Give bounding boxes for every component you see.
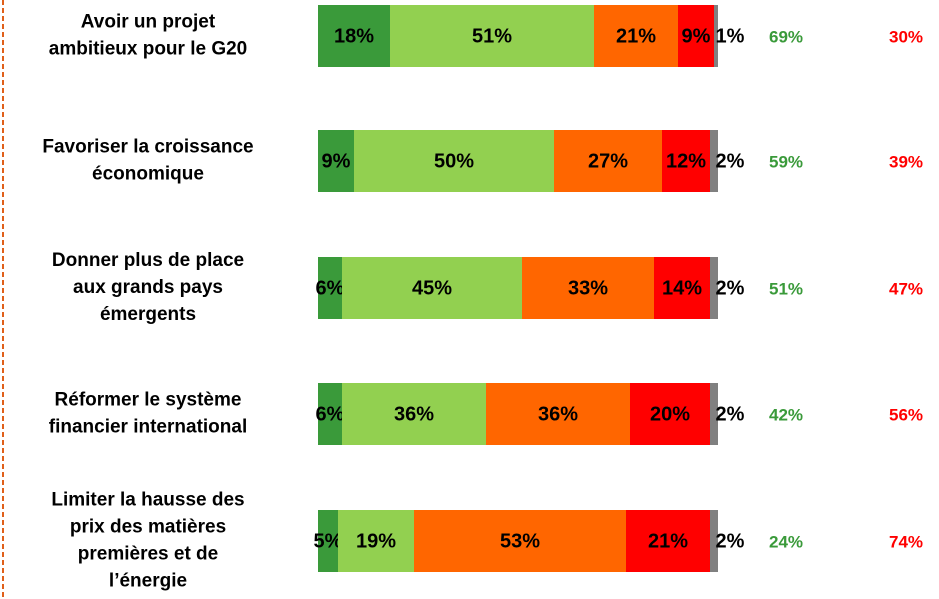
bar-segment [338,510,414,572]
total-label: 47% [889,279,923,298]
value-label: 19% [356,530,396,552]
total-label: 74% [889,532,923,551]
bar-segment [486,383,630,445]
value-label: 36% [538,403,578,425]
bar-segment [318,510,338,572]
value-label: 2% [716,403,745,425]
bar-segment [522,257,654,319]
bar-segment [626,510,710,572]
bar-segment [710,510,718,572]
value-label: 36% [394,403,434,425]
value-label: 50% [434,150,474,172]
bar-segment [318,130,354,192]
total-label: 59% [769,152,803,171]
value-label: 1% [716,25,745,47]
value-label: 12% [666,150,706,172]
value-label: 5% [314,530,343,552]
value-label: 21% [648,530,688,552]
value-label: 53% [500,530,540,552]
value-label: 2% [716,150,745,172]
value-label: 6% [316,277,345,299]
value-label: 21% [616,25,656,47]
bar-segment [678,5,714,67]
bar-segment [710,130,718,192]
value-label: 6% [316,403,345,425]
value-label: 33% [568,277,608,299]
value-label: 51% [472,25,512,47]
value-label: 18% [334,25,374,47]
bar-segment [710,383,718,445]
total-label: 24% [769,532,803,551]
value-label: 2% [716,530,745,552]
total-label: 51% [769,279,803,298]
value-label: 14% [662,277,702,299]
total-label: 56% [889,405,923,424]
bar-segment [630,383,710,445]
value-label: 27% [588,150,628,172]
bar-segment [342,383,486,445]
category-label: Réformer le système financier internation… [49,390,247,438]
bar-segment [318,257,342,319]
value-label: 9% [322,150,351,172]
total-label: 69% [769,27,803,46]
value-label: 9% [682,25,711,47]
total-label: 30% [889,27,923,46]
bar-segment [342,257,522,319]
bar-segment [654,257,710,319]
bar-segment [390,5,594,67]
category-label: Limiter la hausse des prix des matières pr… [51,490,244,592]
bar-segment [318,5,390,67]
bar-segment [662,130,710,192]
bar-segment [318,383,342,445]
bar-segment [710,257,718,319]
value-label: 2% [716,277,745,299]
bar-segment [414,510,626,572]
bar-segment [594,5,678,67]
total-label: 39% [889,152,923,171]
total-label: 42% [769,405,803,424]
bar-segment [714,5,718,67]
category-label: Avoir un projet ambitieux pour le G20 [49,12,248,60]
category-label: Donner plus de place aux grands pays émerg… [52,250,244,325]
value-label: 20% [650,403,690,425]
value-label: 45% [412,277,452,299]
bar-segment [554,130,662,192]
bar-segment [354,130,554,192]
category-label: Favoriser la croissance économique [42,137,253,185]
